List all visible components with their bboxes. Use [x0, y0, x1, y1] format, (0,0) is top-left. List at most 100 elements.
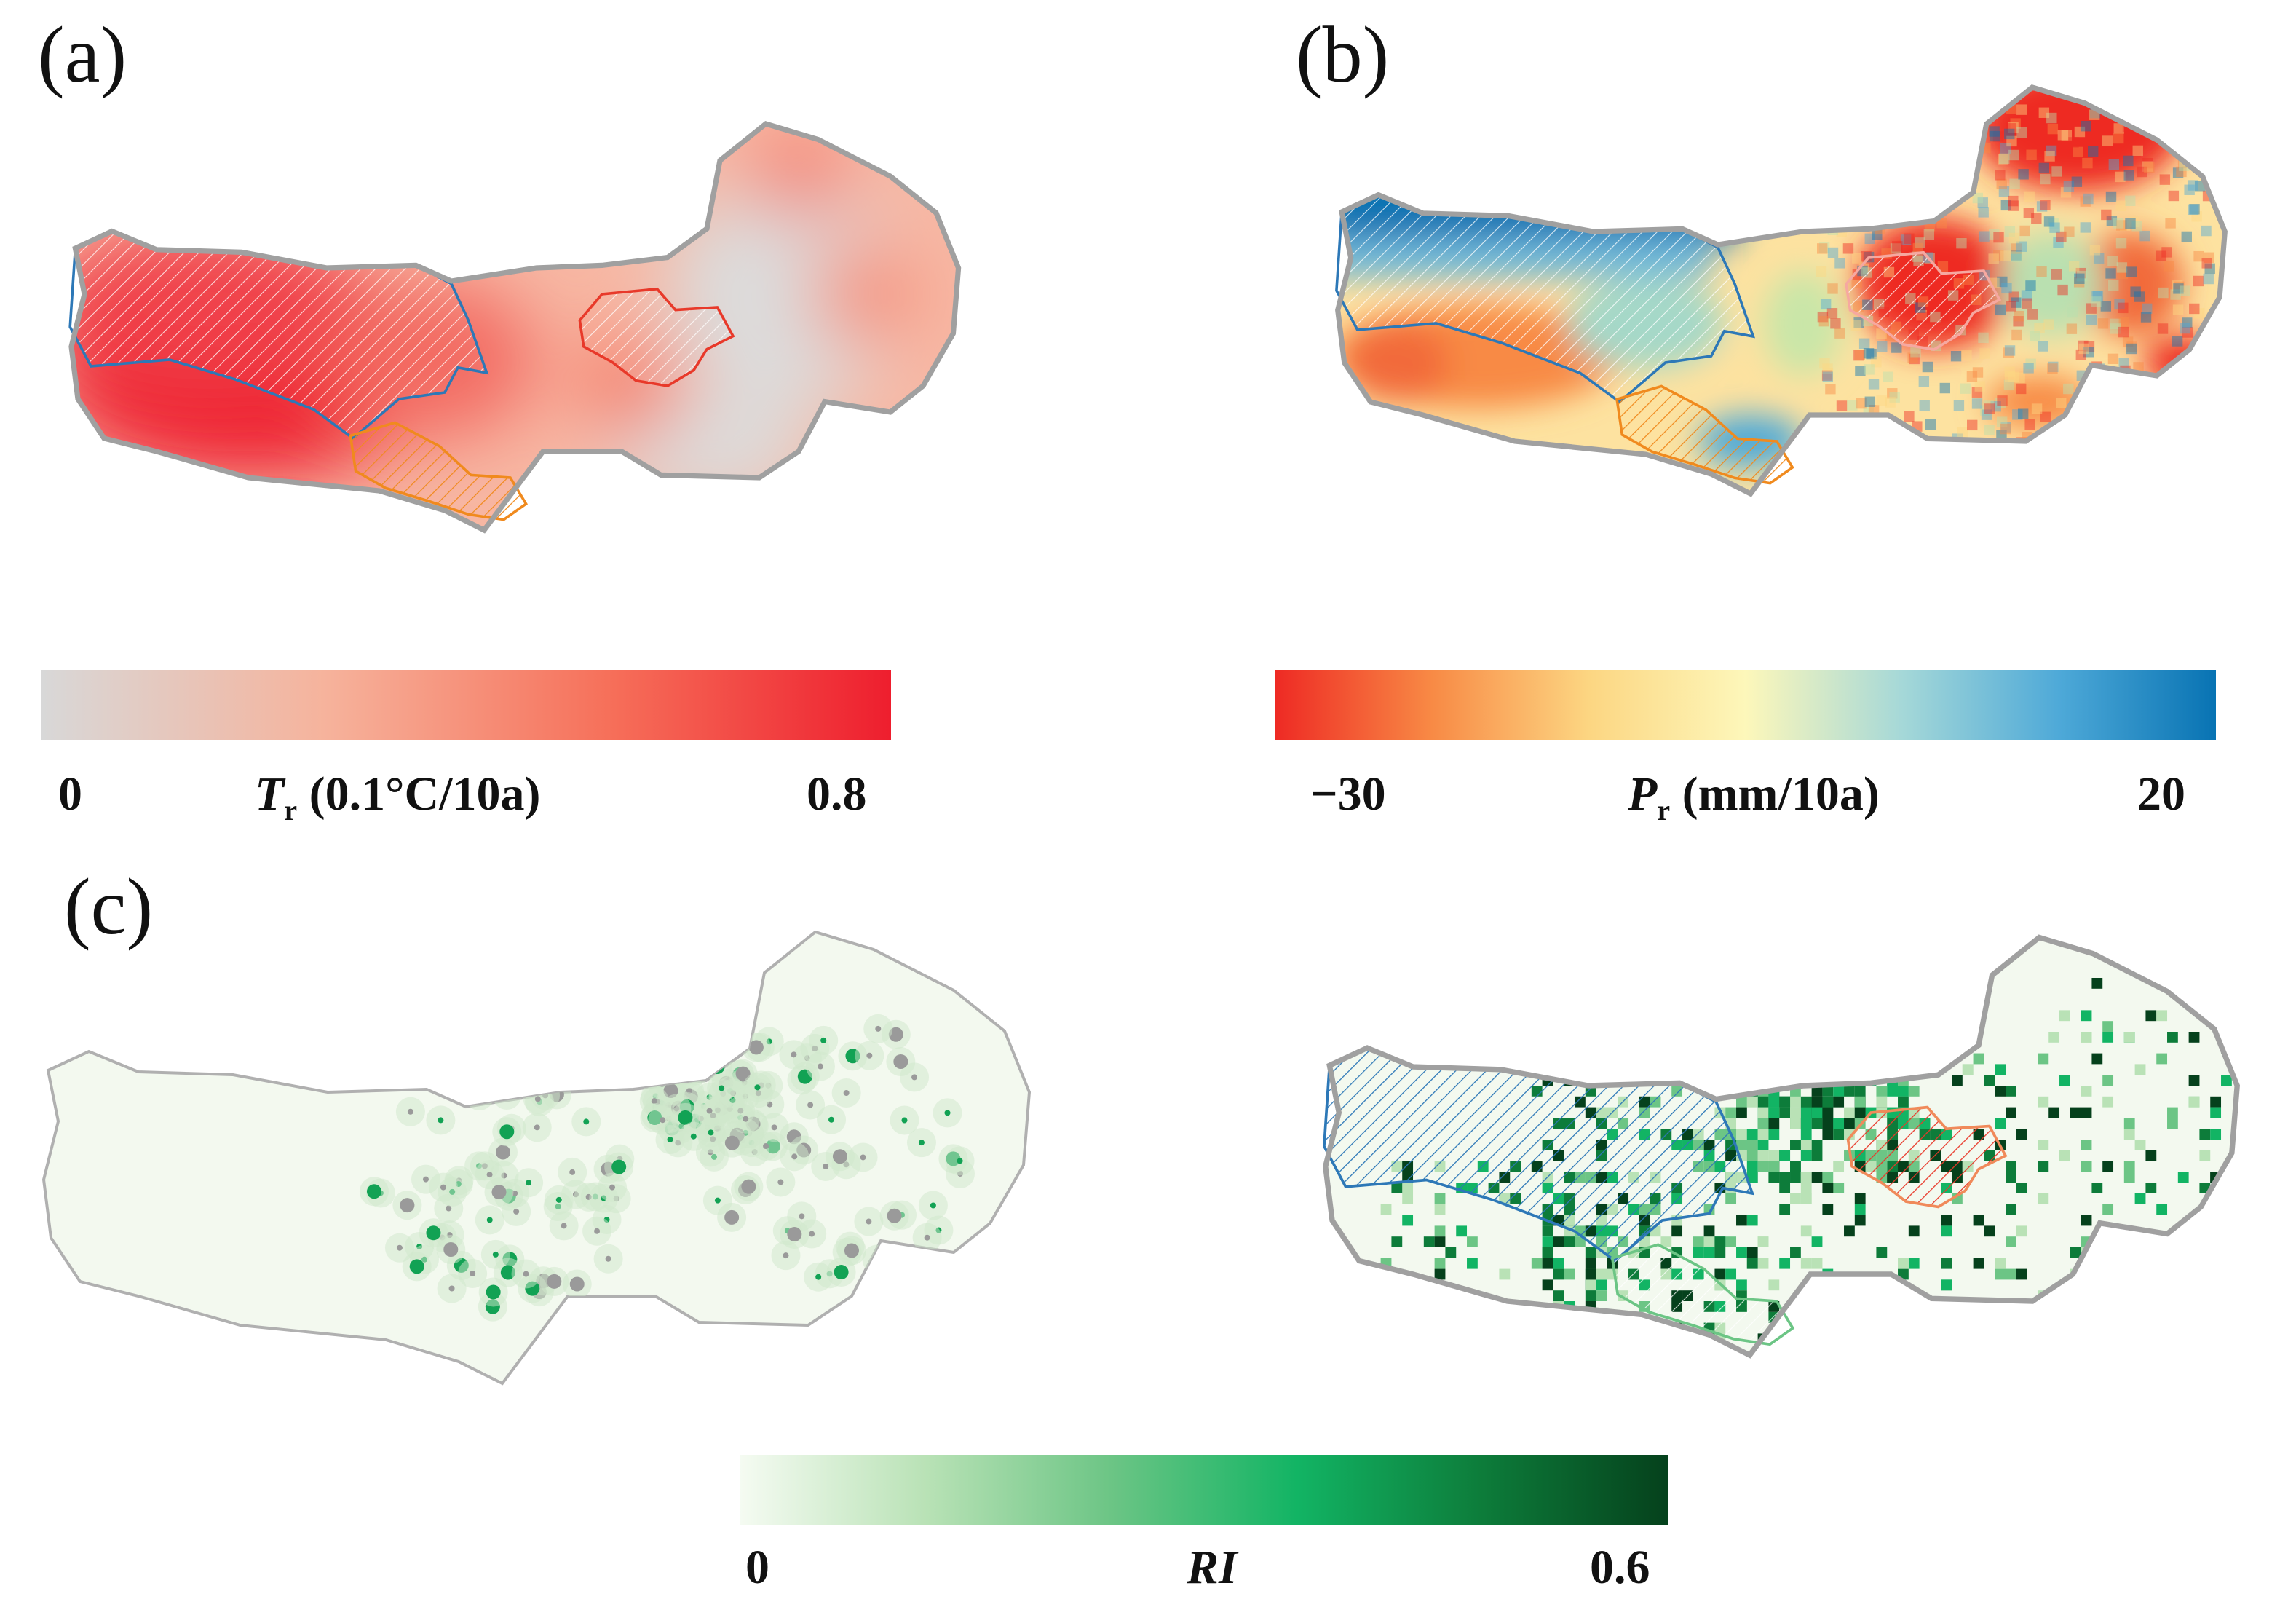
precip-pixel — [2180, 285, 2190, 296]
precip-pixel — [2121, 430, 2131, 441]
ri-pixel — [1650, 1344, 1661, 1355]
precip-pixel — [2137, 166, 2147, 178]
precip-pixel — [1826, 308, 1838, 319]
precip-pixel — [1857, 106, 1868, 117]
ri-pixel — [2199, 1225, 2211, 1237]
precip-pixel — [1989, 126, 2000, 137]
map-precipitation-trend — [1267, 22, 2296, 546]
ri-point — [887, 1208, 902, 1223]
precip-pixel — [2021, 290, 2032, 301]
ri-pixel — [2156, 1204, 2168, 1215]
precip-pixel — [2080, 222, 2091, 233]
precip-pixel — [2060, 187, 2072, 198]
ri-point — [422, 1176, 429, 1183]
ri-pixel — [2091, 1183, 2103, 1193]
precip-pixel — [1827, 283, 1838, 294]
colorbar-ri-min: 0 — [745, 1541, 769, 1594]
precip-pixel — [2140, 312, 2152, 323]
ri-pixel — [2210, 1107, 2222, 1118]
precip-pixel — [2069, 420, 2080, 431]
ri-pixel — [2081, 1161, 2092, 1172]
precip-pixel — [2123, 155, 2134, 167]
ri-point — [815, 1274, 822, 1280]
precip-pixel — [2000, 423, 2011, 435]
ri-pixel — [1736, 1140, 1747, 1150]
map-temperature-trend — [68, 58, 1034, 583]
precip-pixel — [2093, 253, 2105, 264]
ri-point — [569, 1169, 576, 1175]
precip-pixel — [1888, 119, 1900, 131]
ri-pixel — [1596, 1290, 1607, 1301]
ri-point — [486, 1172, 493, 1178]
ri-point — [667, 1136, 673, 1142]
ri-pixel — [1499, 1311, 1511, 1323]
precip-pixel — [1978, 332, 1989, 344]
precip-pixel — [2024, 191, 2035, 202]
precip-pixel — [2142, 303, 2153, 315]
ri-pixel — [1800, 1183, 1812, 1193]
ri-pixel — [1811, 1053, 1823, 1065]
ri-pixel — [2167, 1032, 2178, 1043]
precip-pixel — [1823, 162, 1834, 173]
precip-pixel — [1883, 371, 1893, 382]
ri-pixel — [1693, 1247, 1704, 1258]
ri-point — [741, 1179, 756, 1194]
colorbar-temperature-max: 0.8 — [807, 767, 867, 821]
ri-pixel — [1779, 1150, 1791, 1161]
ri-pixel — [2038, 1161, 2049, 1172]
precip-pixel — [2181, 231, 2192, 242]
precip-pixel — [2051, 166, 2062, 177]
ri-pixel — [2016, 1183, 2027, 1193]
precip-pixel — [1904, 233, 1915, 244]
ri-pixel — [2199, 1150, 2211, 1161]
precip-pixel — [2034, 323, 2045, 333]
precip-pixel — [2201, 225, 2212, 237]
precip-pixel — [2056, 231, 2067, 242]
precip-pixel — [2053, 237, 2064, 248]
ri-pixel — [1779, 1204, 1791, 1215]
precip-pixel — [2016, 383, 2027, 395]
precip-pixel — [2038, 341, 2048, 352]
ri-pixel — [1822, 1118, 1834, 1129]
precip-pixel — [2011, 297, 2022, 308]
ri-pixel — [1768, 1150, 1780, 1161]
precip-pixel — [2004, 371, 2016, 382]
ri-pixel — [1854, 1053, 1866, 1065]
ri-pixel — [1768, 1107, 1780, 1118]
precip-pixel — [2126, 341, 2137, 352]
precip-pixel — [2177, 427, 2188, 438]
precip-pixel — [1937, 261, 1949, 272]
ri-point — [754, 1084, 761, 1091]
ri-pixel — [1876, 1247, 1888, 1258]
ri-pixel — [2145, 1183, 2157, 1193]
precip-pixel — [2172, 336, 2183, 347]
ri-point — [492, 1251, 499, 1258]
ri-pixel — [1746, 1172, 1758, 1183]
ri-pixel — [2243, 1172, 2254, 1183]
ri-point — [957, 1158, 963, 1164]
ri-pixel — [1790, 1193, 1801, 1204]
precip-pixel — [2091, 291, 2102, 302]
ri-pixel — [1908, 1032, 1920, 1043]
precip-pixel — [2046, 145, 2057, 157]
precip-pixel — [2019, 225, 2030, 237]
ri-pixel — [1908, 1258, 1920, 1269]
precip-pixel — [1881, 101, 1893, 112]
precip-pixel — [2016, 104, 2027, 115]
precip-pixel — [2025, 358, 2036, 369]
precip-pixel — [1842, 183, 1853, 194]
ri-pixel — [1542, 1322, 1553, 1334]
ri-pixel — [1445, 1247, 1457, 1258]
ri-pixel — [1833, 1129, 1845, 1140]
ri-pixel — [1854, 1193, 1866, 1204]
ri-point — [693, 1067, 700, 1074]
ri-pixel — [1618, 1333, 1629, 1345]
ri-point — [724, 1209, 740, 1225]
ri-pixel — [1521, 1333, 1532, 1345]
precip-pixel — [2126, 266, 2137, 277]
precip-pixel — [1912, 117, 1923, 129]
ri-pixel — [1746, 1064, 1758, 1075]
ri-pixel — [1768, 1064, 1780, 1075]
ri-pixel — [1510, 1344, 1521, 1355]
ri-pixel — [1790, 1172, 1801, 1183]
